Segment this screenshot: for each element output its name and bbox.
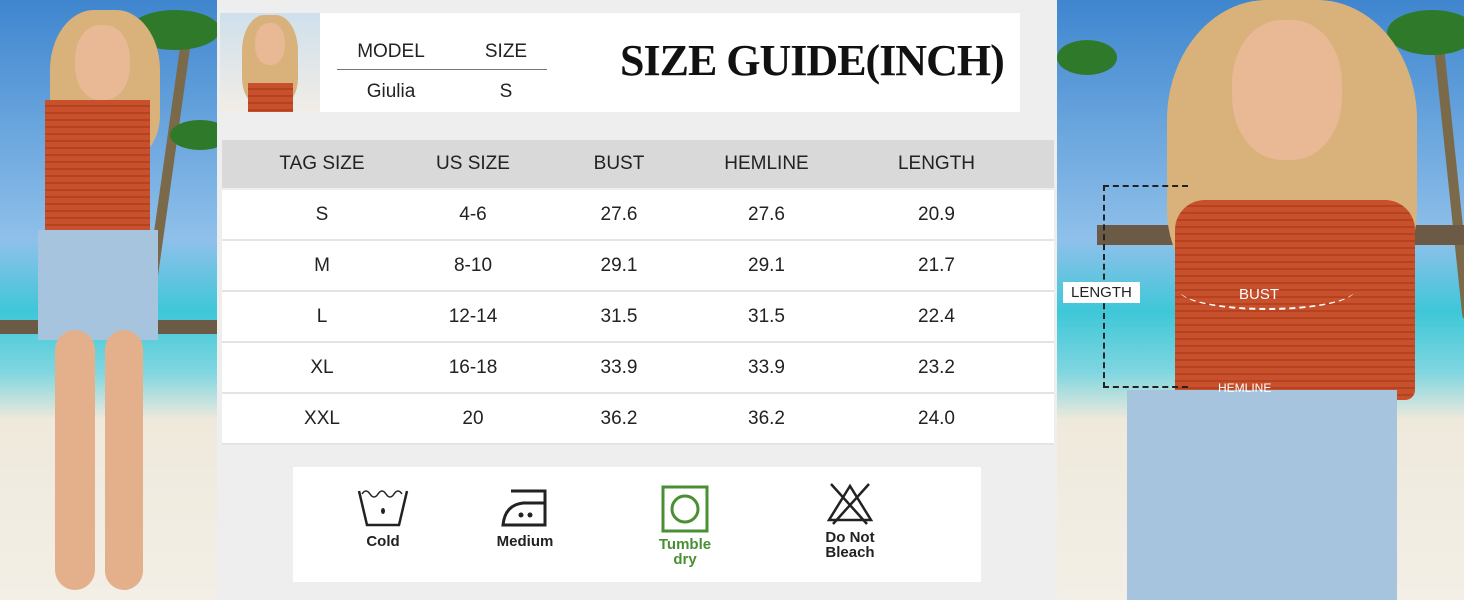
care-item-bleach: Do Not Bleach	[790, 482, 910, 560]
iron-medium-icon	[501, 489, 547, 527]
table-cell: 21.7	[918, 254, 955, 276]
table-cell: 16-18	[448, 356, 498, 378]
table-cell: 22.4	[918, 305, 955, 327]
size-column-label: SIZE	[484, 41, 528, 62]
table-cell: 8-10	[453, 254, 493, 276]
table-row: XL 16-18 33.9 33.9 23.2	[222, 343, 1054, 394]
table-cell: 12-14	[448, 305, 498, 327]
table-row: L 12-14 31.5 31.5 22.4	[222, 292, 1054, 343]
care-label: Medium	[496, 533, 554, 550]
column-header: TAG SIZE	[279, 153, 365, 174]
table-cell: 23.2	[918, 356, 955, 378]
table-cell: 27.6	[748, 203, 785, 225]
table-cell: 33.9	[748, 356, 785, 378]
size-guide-header: MODEL SIZE Giulia S SIZE GUIDE(INCH)	[220, 13, 1020, 112]
model-column-label: MODEL	[357, 41, 425, 62]
do-not-bleach-icon	[826, 483, 874, 525]
table-cell: M	[314, 254, 330, 276]
care-instructions: Cold Medium Tumble dry Do Not Bleach	[293, 467, 981, 582]
bust-guide	[1179, 270, 1355, 310]
table-cell: 20	[462, 407, 484, 429]
care-label: Do Not Bleach	[825, 529, 875, 561]
table-cell: 33.9	[600, 356, 638, 378]
model-photo-left	[0, 0, 217, 600]
size-table: TAG SIZE US SIZE BUST HEMLINE LENGTH S 4-…	[222, 140, 1054, 445]
table-cell: L	[316, 305, 328, 327]
table-cell: 20.9	[918, 203, 955, 225]
length-label: LENGTH	[1063, 282, 1140, 303]
wash-cold-icon	[357, 490, 409, 527]
table-cell: 29.1	[748, 254, 785, 276]
table-cell: 36.2	[748, 407, 785, 429]
model-photo-right: LENGTH BUST HEMLINE	[1057, 0, 1464, 600]
model-size: S	[499, 81, 513, 102]
care-item-wash: Cold	[323, 485, 443, 550]
column-header: LENGTH	[897, 153, 976, 174]
care-label: Cold	[366, 533, 400, 550]
model-thumbnail	[220, 13, 320, 112]
column-header: HEMLINE	[724, 153, 809, 174]
hemline-label: HEMLINE	[1218, 381, 1272, 395]
table-cell: 31.5	[600, 305, 638, 327]
table-cell: 24.0	[918, 407, 955, 429]
care-item-dry: Tumble dry	[625, 485, 745, 567]
table-cell: 36.2	[600, 407, 638, 429]
column-header: BUST	[593, 153, 645, 174]
tumble-dry-icon	[661, 485, 709, 533]
bust-label: BUST	[1239, 286, 1280, 303]
table-cell: XL	[310, 356, 334, 378]
table-cell: 4-6	[459, 203, 487, 225]
column-header: US SIZE	[436, 153, 510, 174]
table-cell: 29.1	[600, 254, 638, 276]
table-row: XXL 20 36.2 36.2 24.0	[222, 394, 1054, 445]
table-cell: 27.6	[600, 203, 638, 225]
table-row: M 8-10 29.1 29.1 21.7	[222, 241, 1054, 292]
table-cell: 31.5	[748, 305, 785, 327]
table-cell: S	[315, 203, 329, 225]
table-header-row: TAG SIZE US SIZE BUST HEMLINE LENGTH	[222, 140, 1054, 188]
page-title: SIZE GUIDE(INCH)	[620, 36, 1005, 85]
care-label: Tumble dry	[658, 536, 712, 568]
table-cell: XXL	[304, 407, 340, 429]
care-item-iron: Medium	[465, 485, 585, 550]
divider	[337, 69, 547, 70]
model-name: Giulia	[366, 81, 416, 102]
table-row: S 4-6 27.6 27.6 20.9	[222, 190, 1054, 241]
